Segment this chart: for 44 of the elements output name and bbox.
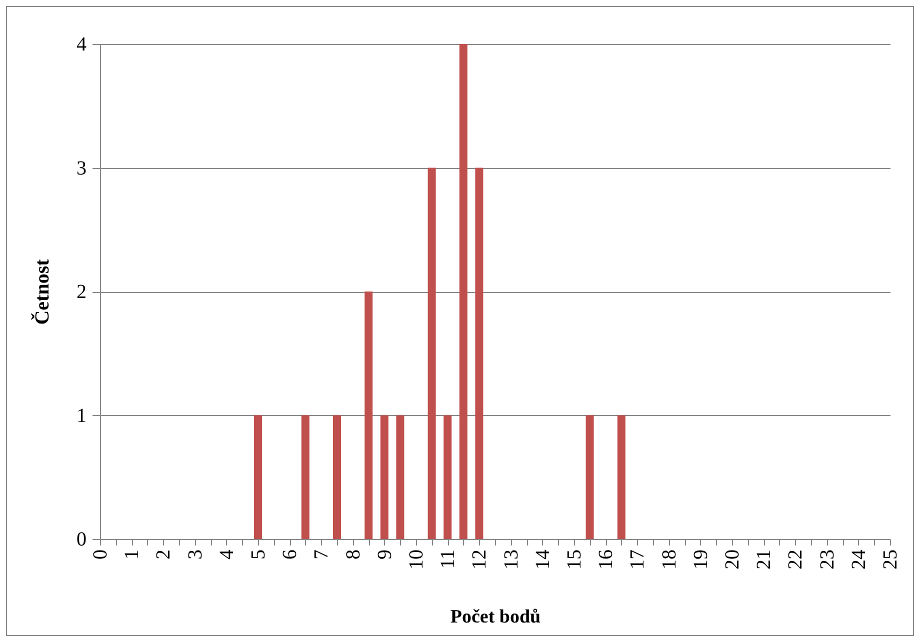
x-tick-label: 9 [374,550,396,560]
bar [364,292,373,539]
bar [380,415,388,539]
x-tick-label: 17 [626,550,649,570]
y-tick-label: 4 [76,34,86,56]
x-tick-label: 14 [532,550,554,570]
y-tick-label: 3 [76,157,86,180]
bar [586,415,594,539]
x-tick-label: 0 [90,550,112,560]
x-tick-label: 19 [690,550,712,570]
x-tick-label: 22 [784,550,807,570]
x-tick-label: 1 [121,550,144,560]
bar [254,415,262,539]
x-tick-label: 15 [564,550,586,570]
x-tick-label: 2 [152,550,175,560]
x-axis-title: Počet bodů [450,606,542,628]
bar [459,44,468,539]
x-tick-label: 20 [722,550,744,570]
bar [333,415,341,539]
x-tick-label: 3 [184,550,206,560]
x-tick-label: 16 [595,550,618,570]
x-tick-label: 5 [248,550,270,560]
bar [475,168,484,539]
bar [428,168,436,539]
bar [444,415,452,539]
x-tick-label: 8 [342,550,364,560]
x-tick-label: 4 [216,550,238,560]
x-tick-label: 10 [406,550,428,570]
x-tick-label: 7 [310,550,333,560]
y-tick-label: 2 [76,281,86,303]
bar [617,415,626,539]
x-tick-label: 13 [500,550,522,570]
x-tick-label: 12 [468,550,491,570]
x-tick-label: 25 [880,550,902,570]
x-tick-label: 11 [437,550,460,569]
x-tick-label: 18 [658,550,680,570]
x-tick-label: 21 [753,550,776,570]
y-axis-title: Četnost [30,258,54,325]
x-tick-label: 6 [279,550,302,560]
x-tick-label: 24 [848,550,870,570]
bar [301,415,310,539]
x-tick-label: 23 [816,550,838,570]
y-tick-label: 1 [76,404,86,427]
bar [396,415,404,539]
